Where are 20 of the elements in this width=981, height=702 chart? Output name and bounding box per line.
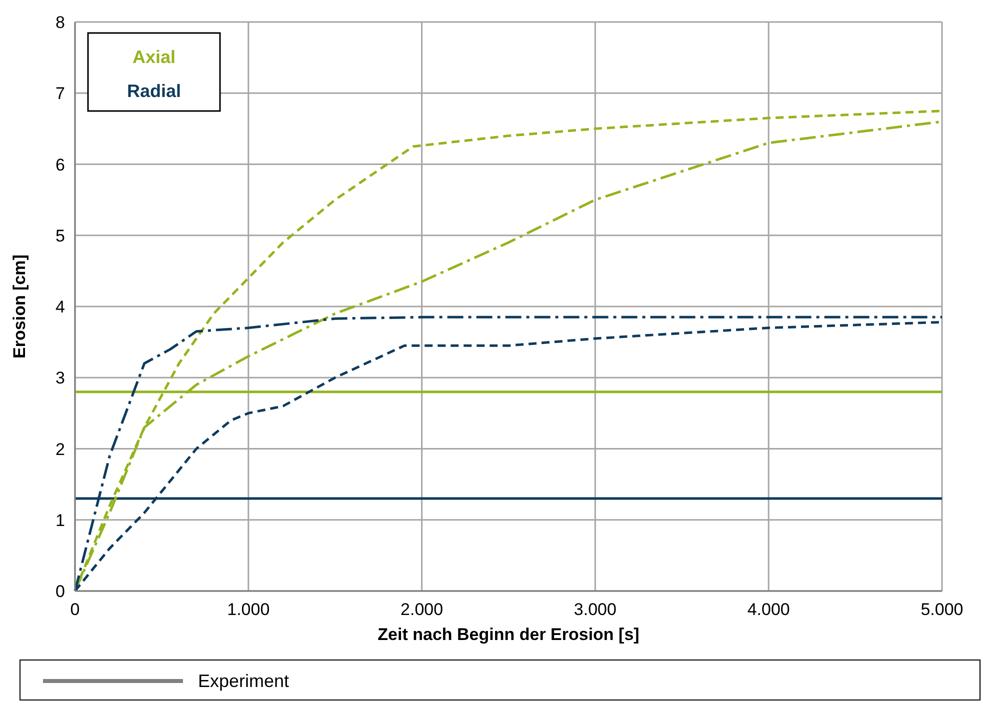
x-tick-label: 3.000 bbox=[574, 600, 616, 619]
x-tick-label: 5.000 bbox=[920, 600, 964, 619]
y-tick-label: 6 bbox=[56, 155, 65, 174]
y-axis-title: Erosion [cm] bbox=[10, 254, 29, 358]
y-tick-label: 3 bbox=[56, 368, 65, 388]
y-tick-label: 2 bbox=[56, 440, 65, 459]
x-tick-label: 4.000 bbox=[747, 600, 790, 619]
annotation: Axial bbox=[132, 47, 176, 67]
y-tick-label: 4 bbox=[56, 298, 65, 316]
x-tick-label: 2.000 bbox=[400, 600, 444, 619]
x-tick-label: 1.000 bbox=[227, 600, 270, 619]
y-tick-label: 1 bbox=[56, 510, 65, 530]
y-tick-label: 0 bbox=[56, 582, 65, 601]
y-tick-label: 7 bbox=[56, 84, 65, 104]
x-tick-label: 0 bbox=[70, 600, 80, 619]
x-axis-title: Zeit nach Beginn der Erosion [s] bbox=[378, 625, 640, 644]
text: Experiment bbox=[198, 671, 290, 691]
annotation: Radial bbox=[126, 81, 182, 101]
y-tick-label: 8 bbox=[56, 13, 65, 32]
y-tick-label: 5 bbox=[56, 226, 65, 246]
